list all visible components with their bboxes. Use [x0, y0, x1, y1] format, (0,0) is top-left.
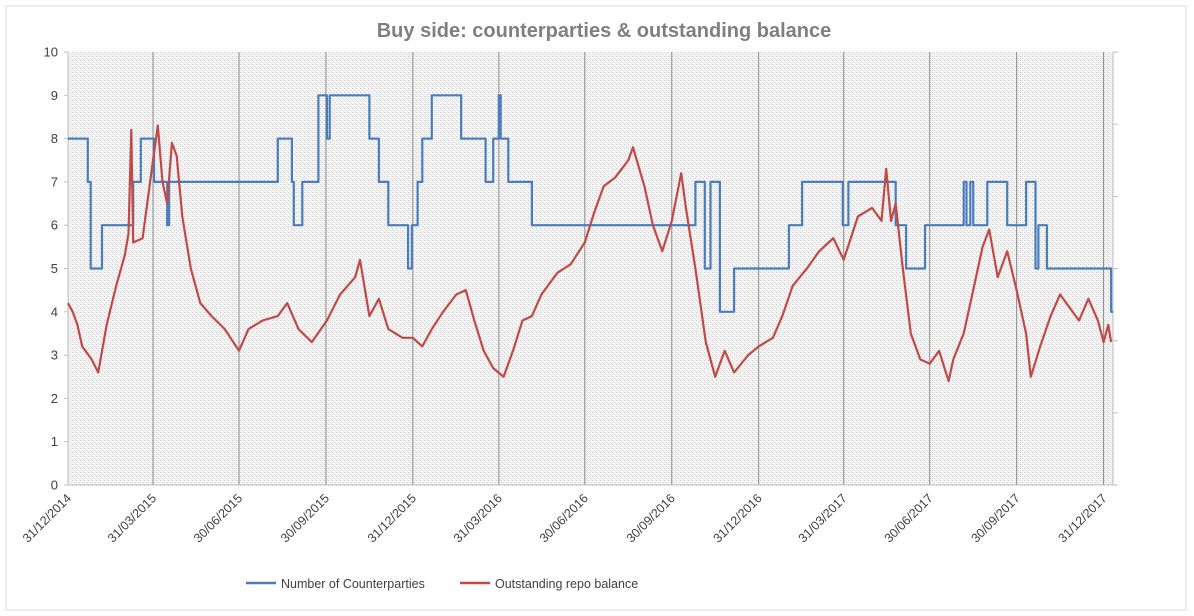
vertical-gridlines: [152, 52, 1105, 485]
y-tick-label: 5: [51, 261, 58, 276]
y-tick-label: 2: [51, 391, 58, 406]
y-tick-label: 10: [44, 45, 58, 60]
y-tick-label: 9: [51, 88, 58, 103]
y-tick-label: 8: [51, 131, 58, 146]
legend-label-balance: Outstanding repo balance: [495, 577, 638, 591]
y-tick-label: 4: [51, 304, 58, 319]
legend: Number of Counterparties Outstanding rep…: [246, 577, 638, 591]
series-balance-line: [67, 124, 1113, 383]
secondary-axis: [1112, 51, 1118, 486]
chart-title: Buy side: counterparties & outstanding b…: [377, 20, 832, 42]
legend-label-counterparties: Number of Counterparties: [281, 577, 425, 591]
y-axis: 0 1 2 3 4 5 6 7 8 9 10: [44, 45, 1113, 493]
series-lines: [67, 94, 1113, 383]
y-tick-label: 0: [51, 478, 58, 493]
plot-area: [68, 52, 1113, 485]
y-tick-label: 6: [51, 218, 58, 233]
y-tick-label: 7: [51, 174, 58, 189]
y-tick-label: 1: [51, 434, 58, 449]
series-counterparties-line: [68, 94, 1113, 313]
y-tick-label: 3: [51, 348, 58, 363]
